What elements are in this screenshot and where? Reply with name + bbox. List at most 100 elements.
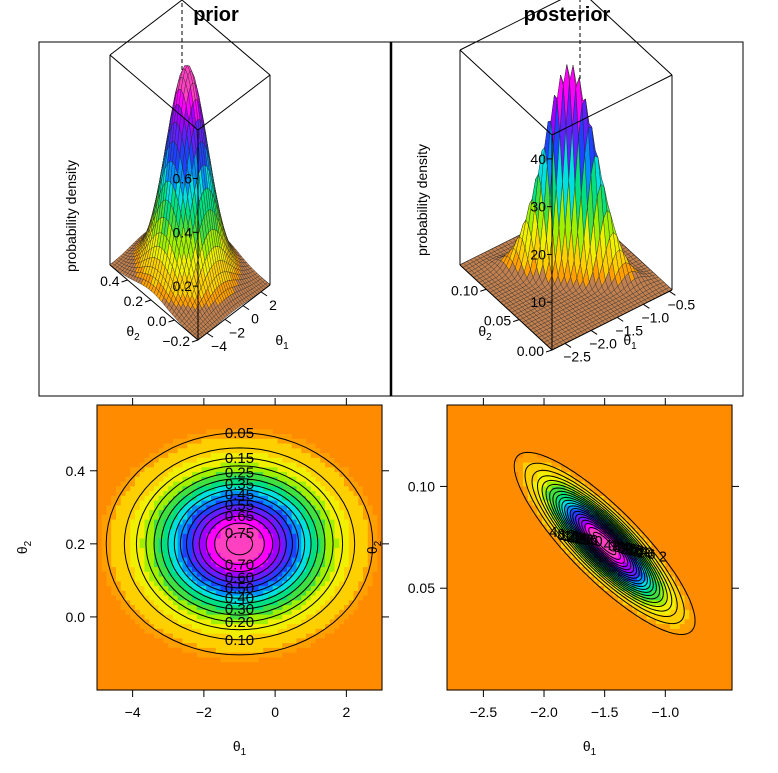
heat-cell [154, 656, 160, 663]
heat-cell [182, 637, 188, 644]
x-tick [616, 316, 624, 322]
heat-cell [201, 666, 207, 672]
heat-cell [287, 680, 293, 686]
heat-cell [144, 476, 150, 482]
y-tick [545, 349, 553, 353]
heat-cell [249, 656, 255, 663]
heat-cell [116, 647, 122, 653]
y-tick-label: 0.05 [484, 313, 511, 329]
heat-cell [101, 652, 108, 658]
heat-cell [168, 671, 174, 677]
heat-cell [182, 443, 188, 449]
heat-cell [277, 623, 283, 629]
heat-cell [173, 628, 179, 634]
heat-cell [220, 671, 226, 677]
heat-cell [125, 500, 131, 506]
heat-cell [101, 504, 108, 511]
heat-cell [291, 409, 298, 416]
heat-cell [154, 495, 160, 501]
heat-cell [253, 414, 260, 420]
heat-cell [177, 618, 184, 625]
heat-cell [192, 652, 198, 658]
heat-cell [154, 637, 160, 644]
heat-cell [139, 533, 146, 539]
heat-cell [211, 438, 217, 444]
heat-cell [215, 656, 222, 663]
heat-cell [135, 542, 141, 549]
heat-cell [106, 481, 112, 487]
heat-cell [196, 428, 203, 435]
heat-cell [149, 462, 155, 468]
heat-cell [211, 666, 217, 672]
heat-cell [120, 452, 127, 458]
heat-cell [168, 538, 174, 544]
heat-cell [101, 523, 108, 530]
heat-cell [215, 452, 222, 458]
heat-cell [282, 656, 288, 663]
heat-cell [144, 642, 150, 648]
heat-cell [154, 481, 160, 487]
heat-cell [158, 428, 165, 435]
heat-cell [120, 571, 127, 577]
heat-cell [158, 580, 165, 587]
heat-cell [101, 471, 108, 477]
heat-cell [97, 656, 103, 663]
heat-cell [144, 490, 150, 496]
heat-cell [182, 633, 188, 639]
heat-cell [225, 409, 231, 416]
heat-cell [215, 680, 222, 686]
heat-cell [120, 642, 127, 648]
heat-cell [125, 433, 131, 439]
heat-cell [120, 628, 127, 634]
heat-cell [177, 557, 184, 563]
heat-cell [116, 623, 122, 629]
heat-cell [97, 599, 103, 606]
heat-cell [139, 647, 146, 653]
heat-cell [101, 628, 108, 634]
heat-cell [282, 633, 288, 639]
heat-cell [135, 514, 141, 520]
heat-cell [149, 656, 155, 663]
heat-cell [116, 680, 122, 686]
heat-cell [287, 542, 293, 549]
heat-cell [149, 504, 155, 511]
heat-cell [173, 547, 179, 553]
heat-cell [277, 661, 283, 667]
heat-cell [291, 637, 298, 644]
heat-cell [125, 452, 131, 458]
heat-cell [182, 618, 188, 625]
heat-cell [287, 414, 293, 420]
heat-cell [97, 538, 103, 544]
heat-cell [201, 533, 207, 539]
heat-cell [158, 409, 165, 416]
heat-cell [272, 405, 279, 411]
heat-cell [196, 675, 203, 682]
heat-cell [249, 675, 255, 682]
heat-cell [211, 476, 217, 482]
heat-cell [116, 547, 122, 553]
heat-cell [258, 671, 264, 677]
heat-cell [101, 447, 108, 454]
heat-cell [139, 523, 146, 530]
heat-cell [135, 452, 141, 458]
heat-cell [139, 433, 146, 439]
y-tick-label: −0.2 [162, 333, 190, 349]
heat-cell [268, 661, 274, 667]
heat-cell [97, 528, 103, 534]
heat-cell [196, 623, 203, 629]
heat-cell [230, 542, 236, 549]
heat-cell [173, 419, 179, 425]
heat-cell [111, 614, 117, 620]
heat-cell [120, 504, 127, 511]
heat-cell [196, 656, 203, 663]
heat-cell [206, 675, 212, 682]
heat-cell [106, 447, 112, 454]
heat-cell [282, 457, 288, 463]
heat-cell [196, 443, 203, 449]
heat-cell [106, 533, 112, 539]
heat-cell [258, 419, 264, 425]
heat-cell [173, 614, 179, 620]
heat-cell [192, 405, 198, 411]
heat-cell [187, 405, 193, 411]
heat-cell [97, 609, 103, 615]
